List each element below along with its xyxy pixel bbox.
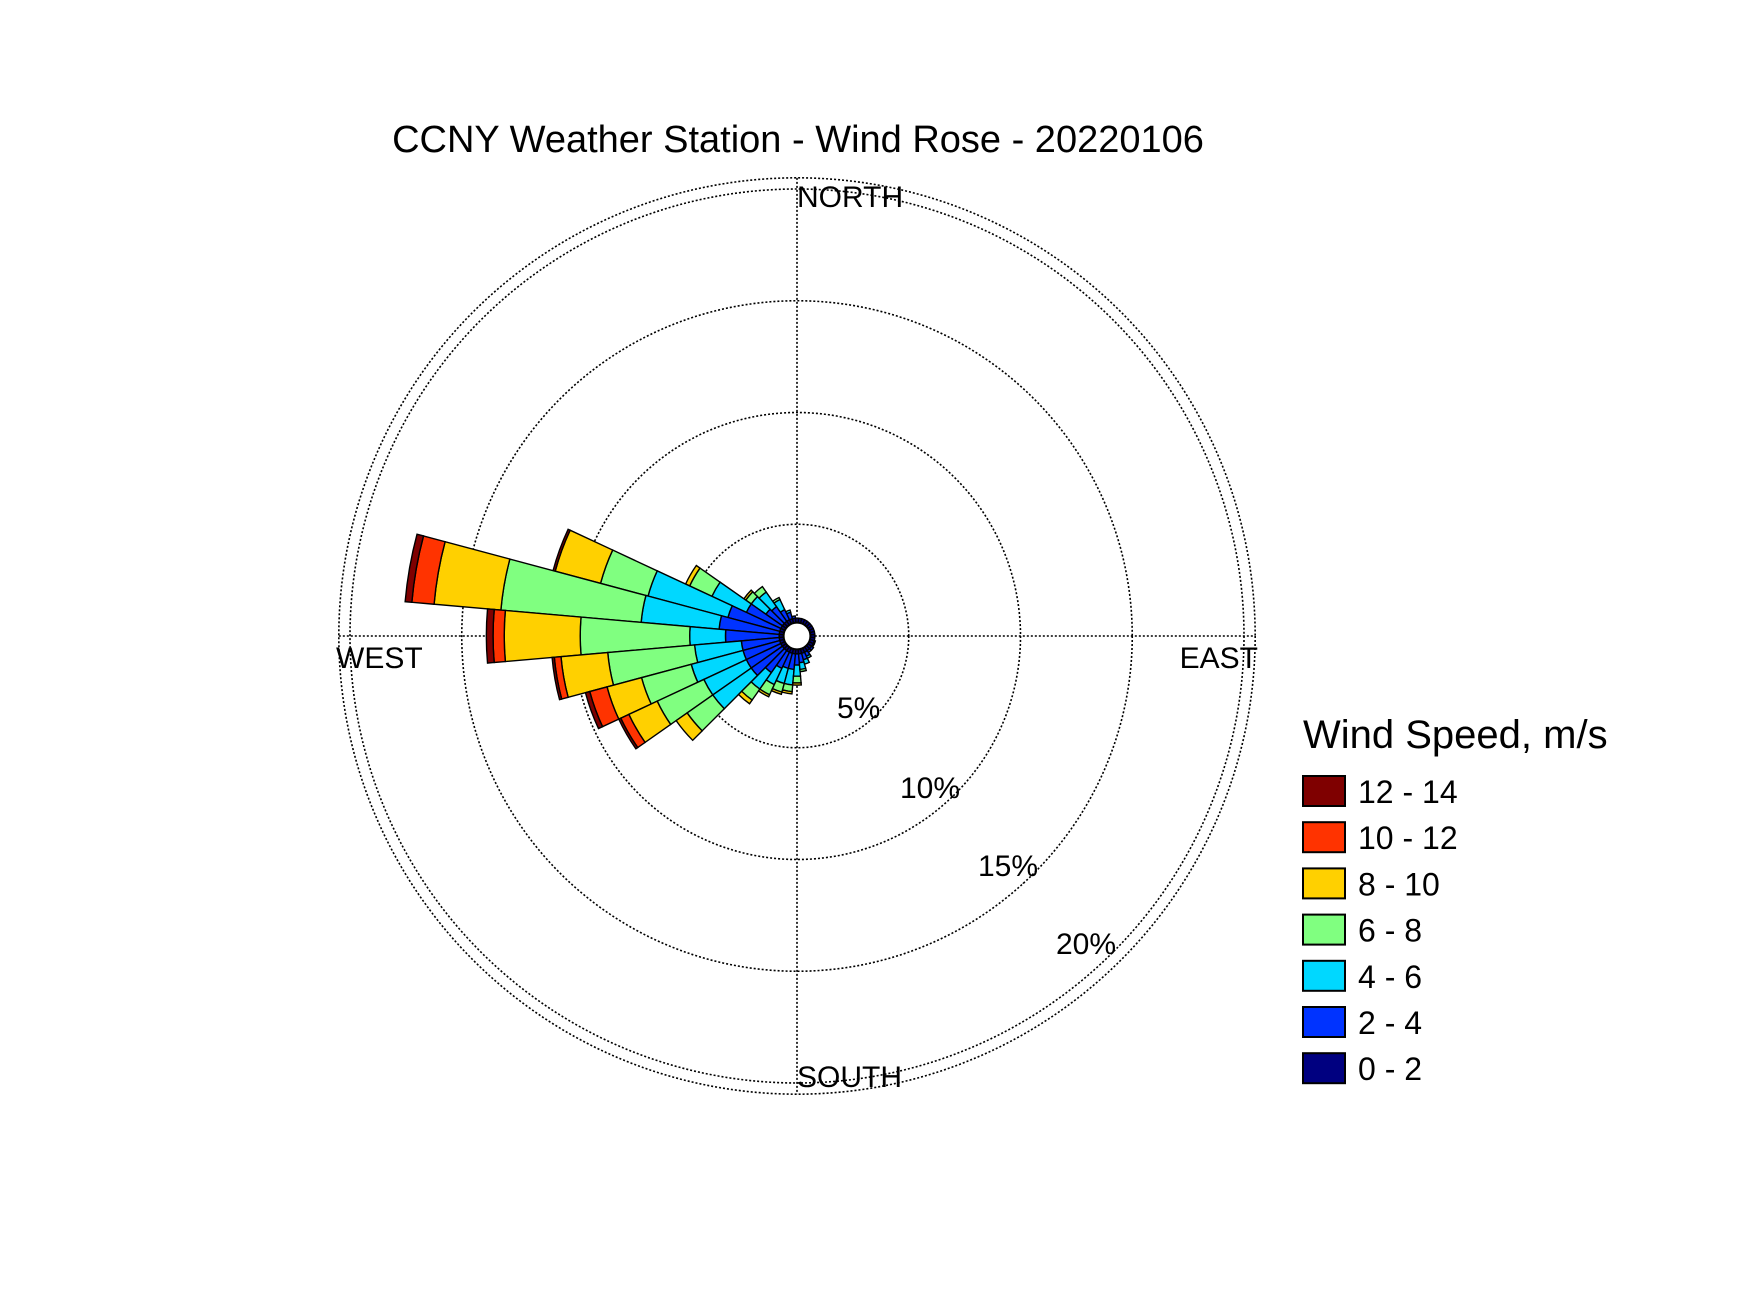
sector-segment-180-3 <box>792 675 802 684</box>
sector-segment-220-4 <box>737 690 754 705</box>
sector-segment-200-4 <box>770 687 783 696</box>
legend-label-2: 8 - 10 <box>1358 866 1440 902</box>
chart-title: CCNY Weather Station - Wind Rose - 20220… <box>392 119 1204 161</box>
sector-segment-310-4 <box>742 589 754 602</box>
legend-swatch-6 <box>1302 1052 1346 1085</box>
sector-segment-180-4 <box>791 682 803 686</box>
sector-segment-160-2 <box>802 657 811 665</box>
ring-label-10: 10% <box>900 772 960 805</box>
ring-label-20: 20% <box>1056 928 1116 961</box>
sector-230 <box>675 635 798 742</box>
sector-segment-280-6 <box>404 533 425 604</box>
sector-segment-230-4 <box>675 711 704 742</box>
sector-segment-260-6 <box>551 656 563 701</box>
sector-270 <box>485 608 798 664</box>
label-east: EAST <box>1180 642 1258 675</box>
ring-labels: 5% 10% 15% 20% <box>837 692 1116 961</box>
ring-label-5: 5% <box>837 692 880 725</box>
sector-280 <box>404 533 798 637</box>
sector-segment-270-4 <box>503 609 582 663</box>
sector-segment-150-2 <box>805 653 813 660</box>
legend-label-4: 4 - 6 <box>1358 959 1422 995</box>
sector-segment-170-3 <box>799 667 808 673</box>
legend-label-0: 12 - 14 <box>1358 774 1458 810</box>
legend-swatch-0 <box>1302 775 1346 807</box>
ring-label-15: 15% <box>978 850 1038 883</box>
sector-segment-290-6 <box>552 528 572 573</box>
wind-sectors <box>404 528 817 750</box>
sector-240 <box>617 635 798 750</box>
legend: Wind Speed, m/s 12 - 14 10 - 12 8 - 10 6 - … <box>1302 713 1608 1087</box>
legend-label-6: 0 - 2 <box>1358 1051 1422 1087</box>
sector-segment-210-4 <box>757 688 771 698</box>
sector-segment-240-6 <box>617 717 639 750</box>
sector-segment-270-5 <box>492 608 507 664</box>
legend-swatch-1 <box>1302 821 1346 854</box>
sector-segment-250-6 <box>584 690 604 730</box>
legend-label-1: 10 - 12 <box>1358 820 1458 856</box>
legend-swatch-5 <box>1302 1006 1346 1038</box>
legend-label-3: 6 - 8 <box>1358 913 1422 949</box>
label-west: WEST <box>336 642 423 675</box>
legend-title: Wind Speed, m/s <box>1303 713 1608 757</box>
sector-segment-190-4 <box>781 689 793 695</box>
legend-swatch-3 <box>1302 913 1346 946</box>
legend-swatch-4 <box>1302 959 1346 992</box>
sector-segment-110-1 <box>812 639 817 645</box>
label-south: SOUTH <box>797 1061 902 1094</box>
legend-label-5: 2 - 4 <box>1358 1005 1422 1041</box>
sector-segment-320-3 <box>753 585 768 600</box>
legend-items: 12 - 14 10 - 12 8 - 10 6 - 8 4 - 6 2 - 4 0 - 2 <box>1302 774 1458 1087</box>
sector-290 <box>552 528 798 637</box>
legend-swatch-2 <box>1302 867 1346 900</box>
calm-circle <box>782 621 812 651</box>
sector-220 <box>737 635 798 705</box>
sector-260 <box>551 635 798 701</box>
label-north: NORTH <box>797 181 903 214</box>
sector-segment-270-6 <box>485 608 495 664</box>
sector-segment-280-4 <box>433 540 511 611</box>
sector-segment-300-4 <box>684 564 701 587</box>
sector-190 <box>781 635 798 695</box>
